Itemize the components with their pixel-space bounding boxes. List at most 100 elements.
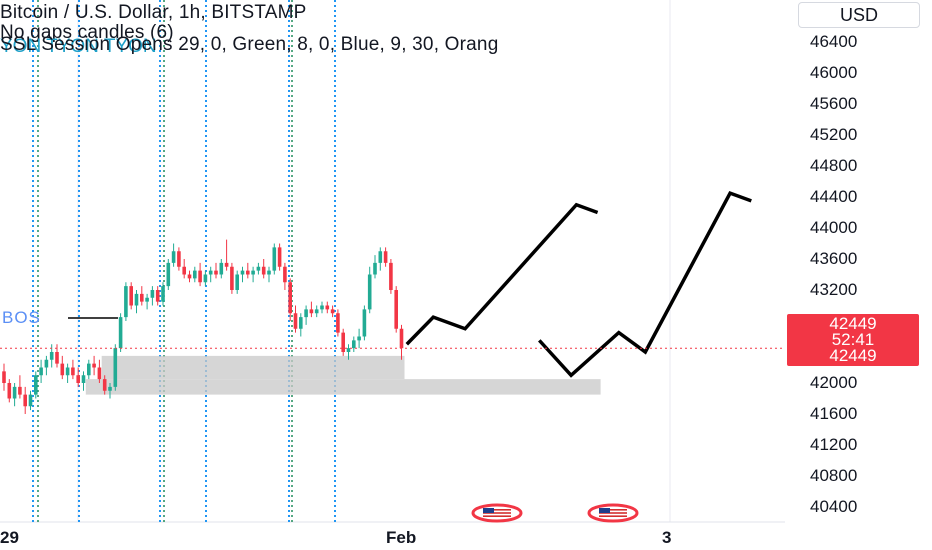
- flag-stripe: [483, 515, 511, 517]
- projection-path: [405, 202, 599, 346]
- candle-body: [224, 262, 229, 267]
- candle-body: [18, 386, 22, 395]
- candle-body: [12, 386, 17, 399]
- projection-path: [538, 190, 752, 378]
- candle-body: [219, 262, 224, 275]
- candle-body: [299, 317, 303, 329]
- candle-body: [352, 340, 356, 349]
- candle-body: [251, 270, 255, 275]
- countdown-tag: 52:41: [787, 330, 919, 351]
- candle-body: [208, 270, 213, 275]
- candle-body: [277, 247, 282, 267]
- y-tick-label: 41200: [810, 435, 858, 454]
- candle-body: [320, 305, 324, 310]
- candle-body: [49, 352, 54, 360]
- y-tick-label: 44000: [810, 218, 858, 237]
- candles: [2, 239, 404, 414]
- flag-stripe: [599, 512, 627, 514]
- us-flag-icon: [471, 503, 523, 523]
- us-flag-icon: [587, 503, 639, 523]
- y-tick-label: 43600: [810, 249, 858, 268]
- candle-body: [314, 309, 319, 314]
- candle-body: [383, 251, 388, 263]
- indicator-legend-sessions[interactable]: SSL Session Opens 29, 0, Green, 8, 0, Bl…: [0, 34, 499, 55]
- candle-body: [325, 305, 330, 310]
- y-tick-label: 43200: [810, 280, 858, 299]
- y-tick-label: 44800: [810, 156, 858, 175]
- candle-body: [92, 363, 96, 368]
- y-tick-label: 40800: [810, 466, 858, 485]
- y-tick-label: 42000: [810, 373, 858, 392]
- candle-body: [182, 266, 186, 275]
- candle-body: [187, 274, 192, 279]
- candle-body: [60, 363, 65, 376]
- flag-stripe: [599, 509, 627, 511]
- flag-canton: [483, 508, 494, 513]
- x-tick-label: 29: [0, 528, 19, 547]
- candle-body: [118, 317, 123, 349]
- flag-stripe: [483, 512, 511, 514]
- candle-body: [373, 262, 377, 275]
- candle-body: [97, 367, 102, 380]
- candle-body: [304, 309, 308, 318]
- candle-body: [256, 266, 261, 271]
- symbol-legend[interactable]: Bitcoin / U.S. Dollar, 1h, BITSTAMP: [0, 2, 307, 23]
- flag-stripe: [483, 509, 511, 511]
- demand-zone: [85, 379, 601, 395]
- flag-canton: [599, 508, 610, 513]
- candle-body: [198, 270, 202, 283]
- candle-body: [309, 309, 314, 314]
- candle-body: [102, 379, 107, 391]
- candle-body: [246, 270, 250, 275]
- candle-body: [230, 266, 234, 290]
- candle-body: [150, 290, 155, 298]
- candle-body: [134, 293, 139, 306]
- projection-paths: [405, 190, 752, 378]
- demand-zones: [85, 355, 601, 395]
- bos-label: BOS: [2, 308, 41, 327]
- y-tick-label: 44400: [810, 187, 858, 206]
- candle-body: [367, 274, 372, 310]
- candle-body: [346, 348, 351, 352]
- candle-body: [28, 394, 33, 407]
- candle-body: [362, 309, 367, 337]
- candle-body: [39, 367, 43, 376]
- candle-body: [203, 274, 208, 283]
- y-tick-label: 46000: [810, 63, 858, 82]
- indicator-legend-gaps[interactable]: No gaps candles (6): [0, 22, 174, 43]
- candle-body: [378, 251, 383, 263]
- flag-stripe: [599, 515, 627, 517]
- y-tick-label: 40400: [810, 497, 858, 516]
- candle-body: [235, 274, 239, 290]
- candle-body: [389, 262, 393, 290]
- candle-body: [394, 290, 398, 329]
- candle-body: [108, 386, 112, 391]
- candle-body: [399, 328, 404, 349]
- currency-button[interactable]: USD: [798, 2, 920, 28]
- chart-grid: [0, 0, 785, 523]
- candle-body: [2, 371, 6, 383]
- candle-body: [161, 286, 165, 302]
- y-tick-label: 45600: [810, 94, 858, 113]
- candle-body: [71, 367, 75, 376]
- price-line-tag: 42449: [787, 346, 919, 367]
- candle-body: [240, 270, 245, 275]
- candle-body: [272, 247, 277, 271]
- y-tick-label: 46400: [810, 32, 858, 51]
- candle-body: [193, 270, 197, 279]
- candle-body: [87, 363, 91, 376]
- candle-body: [65, 367, 70, 376]
- session-lines: [32, 0, 336, 522]
- candle-body: [55, 352, 59, 364]
- last-price-tag: 42449: [787, 314, 919, 335]
- candle-body: [140, 293, 144, 302]
- y-tick-label: 45200: [810, 125, 858, 144]
- candle-body: [261, 266, 266, 275]
- candle-body: [113, 348, 118, 387]
- candle-body: [341, 332, 345, 352]
- candle-body: [293, 313, 298, 329]
- x-tick-label: 3: [662, 528, 672, 547]
- candle-body: [177, 251, 181, 267]
- candle-body: [214, 270, 218, 275]
